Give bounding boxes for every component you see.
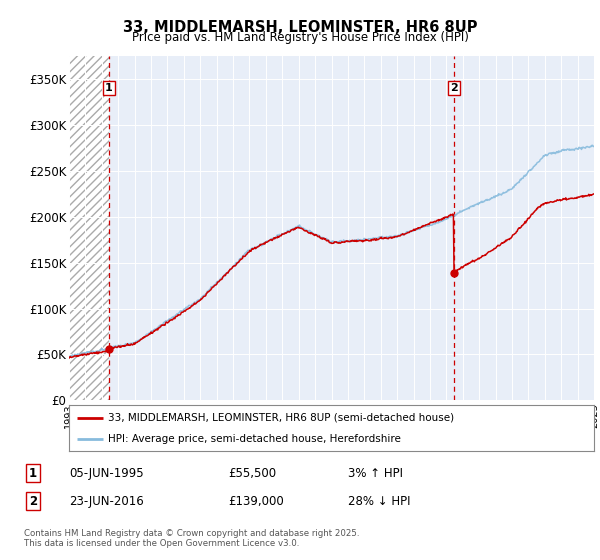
FancyBboxPatch shape bbox=[69, 56, 109, 400]
Text: 2: 2 bbox=[29, 494, 37, 508]
Text: HPI: Average price, semi-detached house, Herefordshire: HPI: Average price, semi-detached house,… bbox=[109, 435, 401, 444]
Text: £139,000: £139,000 bbox=[228, 494, 284, 508]
Text: 33, MIDDLEMARSH, LEOMINSTER, HR6 8UP (semi-detached house): 33, MIDDLEMARSH, LEOMINSTER, HR6 8UP (se… bbox=[109, 413, 455, 423]
Text: 3% ↑ HPI: 3% ↑ HPI bbox=[348, 466, 403, 480]
Text: Contains HM Land Registry data © Crown copyright and database right 2025.
This d: Contains HM Land Registry data © Crown c… bbox=[24, 529, 359, 548]
Text: 1: 1 bbox=[105, 83, 113, 93]
Text: 28% ↓ HPI: 28% ↓ HPI bbox=[348, 494, 410, 508]
Text: 33, MIDDLEMARSH, LEOMINSTER, HR6 8UP: 33, MIDDLEMARSH, LEOMINSTER, HR6 8UP bbox=[123, 20, 477, 35]
Text: 1: 1 bbox=[29, 466, 37, 480]
Text: 23-JUN-2016: 23-JUN-2016 bbox=[69, 494, 144, 508]
Text: Price paid vs. HM Land Registry's House Price Index (HPI): Price paid vs. HM Land Registry's House … bbox=[131, 31, 469, 44]
Text: 2: 2 bbox=[451, 83, 458, 93]
Text: 05-JUN-1995: 05-JUN-1995 bbox=[69, 466, 143, 480]
Text: £55,500: £55,500 bbox=[228, 466, 276, 480]
